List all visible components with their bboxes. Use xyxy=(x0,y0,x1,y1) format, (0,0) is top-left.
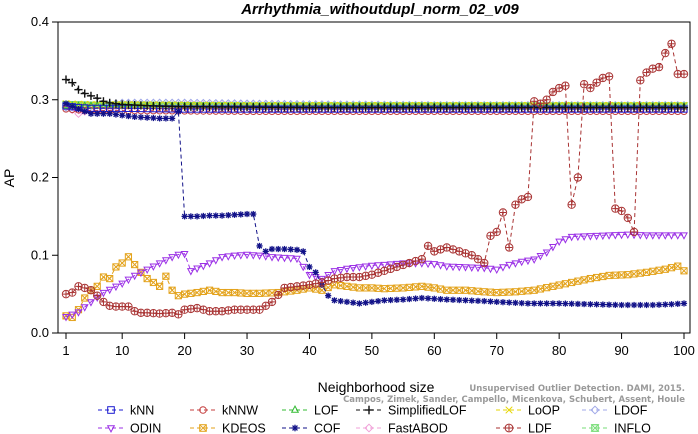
series-points-cof xyxy=(62,100,688,309)
x-tick-label: 50 xyxy=(365,343,379,358)
legend-label: SimplifiedLOF xyxy=(388,404,467,418)
y-tick-label: 0.3 xyxy=(31,92,49,107)
x-tick-label: 80 xyxy=(552,343,566,358)
legend-marker xyxy=(364,405,374,415)
legend-item-knnw: kNNW xyxy=(190,404,258,418)
legend-label: LOF xyxy=(314,404,339,418)
legend-item-cof: COF xyxy=(282,422,341,434)
x-axis-label: Neighborhood size xyxy=(318,379,435,395)
legend-marker xyxy=(504,423,514,433)
legend-item-ldof: LDOF xyxy=(582,404,648,418)
legend-item-loop: LoOP xyxy=(496,404,560,418)
legend-item-kdeos: KDEOS xyxy=(190,422,266,434)
x-tick-label: 90 xyxy=(614,343,628,358)
legend-label: LoOP xyxy=(528,404,560,418)
y-axis-label: AP xyxy=(1,169,17,188)
series-line-cof xyxy=(65,103,685,306)
series-layer xyxy=(61,39,689,322)
x-tick-label: 70 xyxy=(489,343,503,358)
y-tick-label: 0.4 xyxy=(31,14,49,29)
legend-item-simplifiedlof: SimplifiedLOF xyxy=(356,404,467,418)
y-tick-label: 0.1 xyxy=(31,247,49,262)
legend-marker xyxy=(364,423,374,433)
axes: 0.0 0.1 0.2 0.3 0.4 1 10 20 30 40 50 60 70 80 90 100 xyxy=(31,14,695,358)
legend-marker xyxy=(199,406,207,414)
legend-marker xyxy=(106,425,116,433)
x-tick-label: 60 xyxy=(427,343,441,358)
legend-item-knn: kNN xyxy=(98,404,154,418)
legend-item-fastabod: FastABOD xyxy=(356,422,448,434)
legend-label: LDF xyxy=(528,422,552,434)
series-points-simplifiedlof xyxy=(61,75,689,112)
legend-marker xyxy=(291,424,299,432)
legend-item-lof: LOF xyxy=(282,404,339,418)
legend-marker xyxy=(505,406,513,414)
chart-title: Arrhythmia_withoutdupl_norm_02_v09 xyxy=(240,1,519,18)
legend: kNN kNNW LOF SimplifiedLOF LoOP LDOF ODIN KDEOS… xyxy=(98,404,651,434)
x-tick-label: 10 xyxy=(115,343,129,358)
legend-marker xyxy=(590,424,600,432)
legend-label: kNNW xyxy=(222,404,258,418)
legend-marker xyxy=(290,405,300,413)
watermark-line-2: Campos, Zimek, Sander, Campello, Micenko… xyxy=(343,395,685,405)
legend-label: kNN xyxy=(130,404,154,418)
y-tick-label: 0.2 xyxy=(31,170,49,185)
legend-label: KDEOS xyxy=(222,422,266,434)
y-tick-label: 0.0 xyxy=(31,325,49,340)
legend-marker xyxy=(590,405,600,415)
legend-label: LDOF xyxy=(614,404,648,418)
legend-item-odin: ODIN xyxy=(98,422,161,434)
series-points-ldf xyxy=(61,39,689,319)
x-tick-label: 20 xyxy=(177,343,191,358)
watermark-line-1: Unsupervised Outlier Detection. DAMI, 20… xyxy=(469,384,685,394)
legend-label: ODIN xyxy=(130,422,161,434)
legend-label: FastABOD xyxy=(388,422,448,434)
watermark: Unsupervised Outlier Detection. DAMI, 20… xyxy=(343,384,685,405)
x-tick-label: 100 xyxy=(673,343,695,358)
legend-label: INFLO xyxy=(614,422,651,434)
series-line-loop xyxy=(65,103,684,106)
series-kdeos xyxy=(62,253,688,322)
legend-label: COF xyxy=(314,422,341,434)
series-ldf xyxy=(61,39,689,319)
series-simplifiedlof xyxy=(61,75,689,112)
series-line-odin xyxy=(65,233,684,318)
x-tick-label: 40 xyxy=(302,343,316,358)
legend-item-ldf: LDF xyxy=(496,422,552,434)
legend-marker xyxy=(199,424,207,432)
legend-item-inflo: INFLO xyxy=(582,422,651,434)
series-cof xyxy=(62,100,688,309)
x-tick-label: 30 xyxy=(240,343,254,358)
series-points-kdeos xyxy=(62,253,688,322)
x-tick-label: 1 xyxy=(62,343,69,358)
legend-marker xyxy=(107,406,115,414)
